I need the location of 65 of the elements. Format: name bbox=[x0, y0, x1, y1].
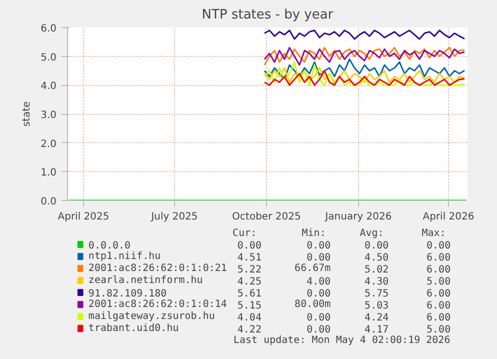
y-tick-label: 5.0 bbox=[40, 52, 57, 64]
y-tick-label: 4.0 bbox=[40, 81, 57, 92]
x-tick-label: July 2025 bbox=[150, 212, 198, 222]
text: 5.61 bbox=[237, 288, 262, 300]
text: 6.00 bbox=[426, 288, 451, 300]
text: 5.15 bbox=[237, 300, 262, 312]
legend-label: 2001:ac8:26:62:0:1:0:14 bbox=[88, 299, 227, 310]
text: 4.17 bbox=[364, 324, 389, 336]
y-tick-label: 1.0 bbox=[40, 168, 57, 179]
x-tick-label: January 2026 bbox=[324, 212, 392, 222]
y-axis-title: state bbox=[22, 101, 33, 127]
legend-label: mailgateway.zsurob.hu bbox=[88, 311, 215, 322]
text: 0.00 bbox=[364, 240, 389, 252]
text: 4.51 bbox=[237, 252, 262, 264]
text: 4.22 bbox=[237, 324, 262, 336]
chart-title: NTP states - by year bbox=[202, 8, 334, 22]
legend-label: ntp1.niif.hu bbox=[88, 251, 161, 262]
legend-label: 0.0.0.0 bbox=[88, 240, 131, 252]
x-tick-label: April 2025 bbox=[58, 212, 110, 222]
text: 5.02 bbox=[364, 264, 389, 276]
text: Last update: Mon May 4 02:00:19 2026 bbox=[233, 335, 450, 346]
text: 4.25 bbox=[237, 276, 262, 288]
line-series bbox=[264, 70, 466, 86]
text: 5.00 bbox=[426, 324, 451, 336]
x-tick-label: April 2026 bbox=[422, 212, 474, 222]
text: 4.04 bbox=[237, 312, 262, 324]
text: 4.50 bbox=[364, 252, 389, 264]
legend-label: zearla.netinform.hu bbox=[88, 275, 203, 286]
line-series bbox=[264, 61, 466, 86]
text: 5.00 bbox=[426, 276, 451, 288]
text: 0.00 bbox=[426, 240, 451, 252]
text: 6.00 bbox=[426, 252, 451, 264]
text: Cur: bbox=[232, 228, 257, 239]
line-series bbox=[264, 67, 466, 84]
text: Min: bbox=[302, 228, 326, 239]
y-tick-label: 6.0 bbox=[40, 24, 57, 34]
text: 0.00 bbox=[306, 312, 331, 324]
text: 0.00 bbox=[306, 288, 331, 300]
text: Max: bbox=[422, 228, 446, 239]
text: 4.30 bbox=[364, 276, 389, 288]
text: 5.03 bbox=[364, 300, 389, 312]
line-series bbox=[264, 46, 466, 66]
text: Avg: bbox=[360, 228, 384, 239]
text: 5.22 bbox=[237, 264, 262, 276]
text: 6.00 bbox=[426, 300, 451, 312]
text: 5.75 bbox=[364, 288, 389, 300]
text: 4.00 bbox=[306, 276, 331, 288]
text: 6.00 bbox=[426, 312, 451, 324]
legend-label: 2001:ac8:26:62:0:1:0:21 bbox=[88, 263, 227, 274]
y-tick-label: 0.0 bbox=[40, 196, 57, 208]
text: 0.00 bbox=[306, 324, 331, 336]
text: 0.00 bbox=[306, 240, 331, 252]
text: 80.00m bbox=[294, 299, 331, 310]
text: 4.24 bbox=[364, 312, 389, 324]
line-series bbox=[264, 58, 466, 80]
line-series bbox=[264, 30, 466, 40]
legend-label: 91.82.109.180 bbox=[88, 288, 167, 300]
x-tick-label: October 2025 bbox=[232, 212, 301, 222]
text: 0.00 bbox=[306, 252, 331, 264]
text: 0.00 bbox=[237, 240, 262, 252]
legend-label: trabant.uid0.hu bbox=[88, 323, 179, 334]
y-tick-label: 2.0 bbox=[40, 138, 57, 150]
text: 66.67m bbox=[294, 263, 331, 274]
text: 6.00 bbox=[426, 264, 451, 276]
y-tick-label: 3.0 bbox=[40, 110, 57, 121]
